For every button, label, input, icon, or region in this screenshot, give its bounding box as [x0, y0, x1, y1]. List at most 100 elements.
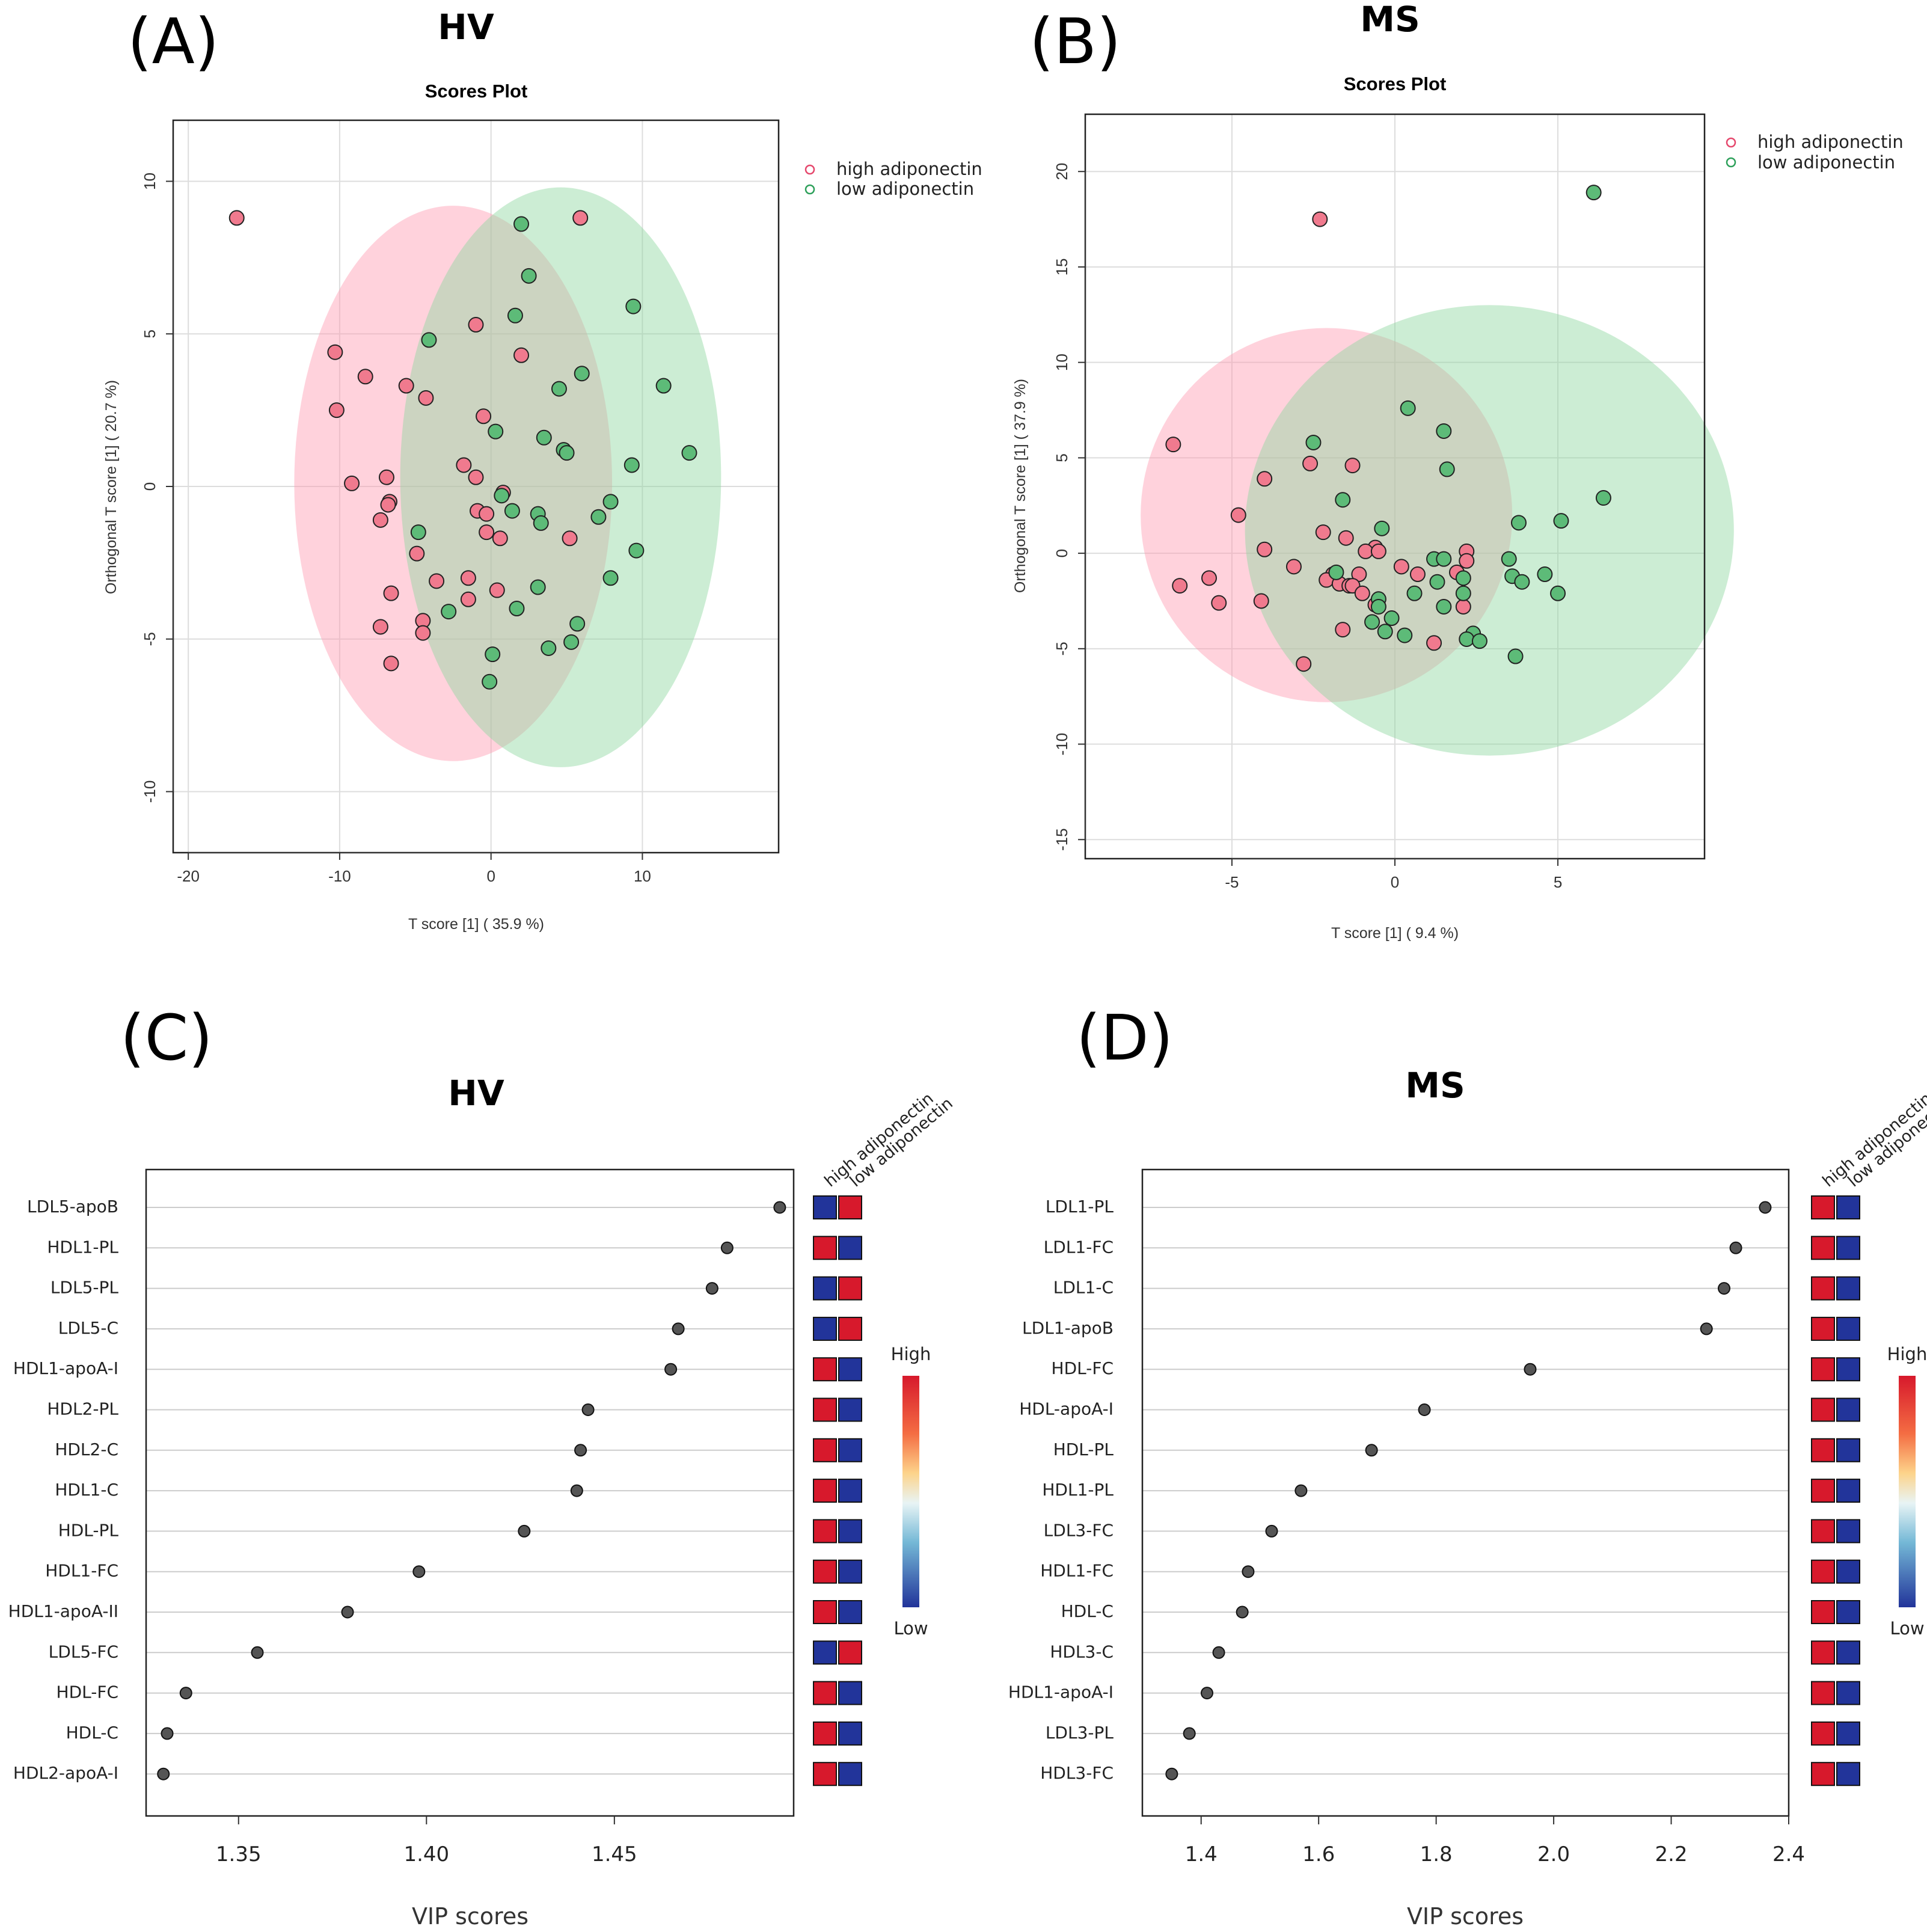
cell-high-adiponectin: [813, 1559, 837, 1584]
point-low-adiponectin: [1439, 461, 1455, 477]
point-high-adiponectin: [429, 573, 445, 589]
feature-row: HDL-C: [1061, 1600, 1860, 1624]
feature-row: LDL3-PL: [1046, 1721, 1860, 1746]
point-low-adiponectin: [541, 640, 557, 656]
feature-row: HDL1-FC: [1040, 1559, 1860, 1584]
vip-point: [570, 1484, 583, 1497]
point-high-adiponectin: [1257, 471, 1273, 487]
cell-low-adiponectin: [838, 1195, 862, 1219]
point-high-adiponectin: [476, 408, 492, 425]
x-tick-label: 1.6: [1302, 1842, 1335, 1866]
y-tick-label: -10: [1053, 733, 1071, 756]
point-low-adiponectin: [504, 503, 520, 519]
y-tick-label: 0: [1053, 549, 1071, 557]
point-low-adiponectin: [1374, 520, 1390, 536]
ellipse-high-adiponectin: [1141, 328, 1513, 702]
feature-row: HDL2-C: [55, 1438, 862, 1462]
panel-c-title: HV: [448, 1073, 504, 1114]
plot-frame: [1141, 1168, 1790, 1817]
cell-low-adiponectin: [1836, 1316, 1860, 1341]
point-low-adiponectin: [1400, 400, 1416, 416]
cell-low-adiponectin: [838, 1479, 862, 1503]
cell-low-adiponectin: [1836, 1236, 1860, 1260]
point-low-adiponectin: [1429, 574, 1445, 590]
y-tick-label: -5: [1053, 642, 1071, 655]
point-high-adiponectin: [468, 469, 484, 485]
cell-high-adiponectin: [1811, 1276, 1835, 1301]
panel-a-subtitle: Scores Plot: [425, 81, 528, 102]
feature-label: HDL-FC: [1052, 1358, 1114, 1378]
cell-high-adiponectin: [813, 1438, 837, 1462]
cell-low-adiponectin: [838, 1519, 862, 1544]
cell-high-adiponectin: [813, 1640, 837, 1665]
panel-c: (C) HV LDL5-apoB HDL1-PL LDL5-PL LDL5-C HDL1…: [8, 1001, 957, 1930]
feature-row: HDL-PL: [1053, 1438, 1860, 1462]
cell-low-adiponectin: [838, 1397, 862, 1422]
y-tick-label: 5: [1053, 453, 1071, 462]
point-low-adiponectin: [1585, 185, 1602, 201]
y-axis: -15 -10 -5 0 5 10 15 20: [1053, 163, 1086, 851]
point-high-adiponectin: [1459, 553, 1475, 569]
point-high-adiponectin: [1296, 656, 1312, 672]
feature-row: HDL2-apoA-I: [13, 1762, 862, 1786]
cell-high-adiponectin: [813, 1600, 837, 1624]
cell-low-adiponectin: [1836, 1600, 1860, 1624]
point-high-adiponectin: [460, 591, 476, 607]
vip-point: [1524, 1363, 1537, 1376]
point-high-adiponectin: [383, 655, 399, 672]
point-high-adiponectin: [327, 344, 343, 360]
point-low-adiponectin: [507, 307, 523, 324]
legend-low-label-a: low adiponectin: [836, 179, 974, 199]
point-high-adiponectin: [1211, 595, 1227, 611]
point-low-adiponectin: [563, 634, 580, 650]
vip-point: [1183, 1727, 1196, 1740]
panel-b-subtitle: Scores Plot: [1344, 73, 1447, 94]
point-low-adiponectin: [530, 579, 546, 595]
point-high-adiponectin: [418, 390, 434, 406]
heat-legend-bar: [902, 1376, 919, 1607]
plot-c: LDL5-apoB HDL1-PL LDL5-PL LDL5-C HDL1-apoA-I…: [8, 1089, 957, 1866]
point-low-adiponectin: [1364, 614, 1380, 630]
point-high-adiponectin: [1409, 566, 1426, 583]
y-tick-label: 0: [141, 482, 159, 491]
x-tick-label: 1.45: [592, 1842, 637, 1866]
point-low-adiponectin: [1553, 513, 1569, 529]
vip-point: [1418, 1403, 1431, 1416]
vip-point: [1212, 1646, 1225, 1659]
feature-label: LDL1-PL: [1046, 1197, 1114, 1216]
point-high-adiponectin: [228, 210, 245, 226]
panel-b-title: MS: [1360, 0, 1420, 40]
cell-high-adiponectin: [813, 1681, 837, 1705]
point-low-adiponectin: [681, 445, 697, 461]
feature-row: HDL3-C: [1050, 1640, 1860, 1665]
cell-high-adiponectin: [1811, 1316, 1835, 1341]
feature-label: HDL-C: [1061, 1601, 1114, 1621]
point-low-adiponectin: [1595, 490, 1611, 506]
cell-low-adiponectin: [838, 1357, 862, 1382]
point-high-adiponectin: [460, 570, 476, 586]
x-tick-label: 2.2: [1655, 1842, 1688, 1866]
vip-point: [412, 1565, 426, 1578]
vip-point: [1365, 1444, 1378, 1457]
cell-high-adiponectin: [1811, 1762, 1835, 1786]
cell-low-adiponectin: [838, 1762, 862, 1786]
cell-low-adiponectin: [1836, 1479, 1860, 1503]
point-high-adiponectin: [415, 625, 431, 641]
cell-high-adiponectin: [813, 1236, 837, 1260]
point-high-adiponectin: [1370, 543, 1386, 559]
cell-low-adiponectin: [838, 1640, 862, 1665]
feature-row: LDL1-C: [1053, 1276, 1860, 1301]
vip-point: [161, 1727, 174, 1740]
x-tick-label: -10: [328, 867, 351, 885]
point-low-adiponectin: [1335, 492, 1351, 508]
cell-low-adiponectin: [1836, 1681, 1860, 1705]
point-low-adiponectin: [1436, 598, 1452, 615]
point-low-adiponectin: [1501, 551, 1517, 567]
feature-label: LDL1-C: [1053, 1278, 1114, 1298]
point-low-adiponectin: [628, 542, 645, 559]
legend-high-label-b: high adiponectin: [1757, 132, 1904, 152]
point-high-adiponectin: [380, 497, 396, 513]
feature-row: LDL5-PL: [51, 1276, 862, 1301]
point-high-adiponectin: [372, 512, 388, 528]
point-low-adiponectin: [441, 604, 457, 620]
